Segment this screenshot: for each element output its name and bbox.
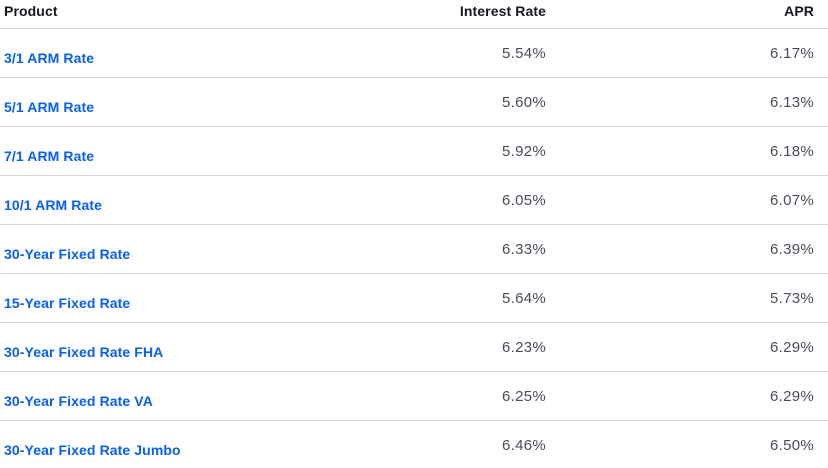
interest-rate-value: 6.33% (501, 240, 546, 258)
product-link[interactable]: 3/1 ARM Rate (4, 50, 95, 66)
product-link[interactable]: 30-Year Fixed Rate FHA (4, 344, 164, 360)
table-header-row: Product Interest Rate APR (0, 0, 828, 29)
interest-rate-value: 6.25% (501, 387, 546, 405)
table-row: 5/1 ARM Rate 5.60% 6.13% (0, 78, 828, 127)
apr-value: 6.17% (769, 44, 814, 62)
product-cell: 3/1 ARM Rate (0, 44, 346, 66)
apr-value: 6.07% (769, 191, 814, 209)
interest-rate-value: 6.05% (501, 191, 546, 209)
product-link[interactable]: 30-Year Fixed Rate VA (4, 393, 153, 409)
apr-value: 6.50% (769, 436, 814, 454)
product-link[interactable]: 15-Year Fixed Rate (4, 295, 131, 311)
table-row: 30-Year Fixed Rate 6.33% 6.39% (0, 225, 828, 274)
column-header-interest-rate: Interest Rate (459, 3, 546, 19)
column-header-product: Product (4, 3, 58, 19)
apr-value: 6.29% (769, 387, 814, 405)
apr-value: 6.29% (769, 338, 814, 356)
apr-value: 6.13% (769, 93, 814, 111)
table-row: 10/1 ARM Rate 6.05% 6.07% (0, 176, 828, 225)
product-cell: 30-Year Fixed Rate (0, 240, 346, 262)
apr-value: 6.39% (769, 240, 814, 258)
apr-value: 5.73% (769, 289, 814, 307)
product-link[interactable]: 30-Year Fixed Rate Jumbo (4, 442, 181, 458)
product-cell: 5/1 ARM Rate (0, 93, 346, 115)
table-row: 3/1 ARM Rate 5.54% 6.17% (0, 29, 828, 78)
product-link[interactable]: 30-Year Fixed Rate (4, 246, 131, 262)
table-row: 7/1 ARM Rate 5.92% 6.18% (0, 127, 828, 176)
table-row: 30-Year Fixed Rate FHA 6.23% 6.29% (0, 323, 828, 372)
apr-value: 6.18% (769, 142, 814, 160)
interest-rate-value: 5.54% (501, 44, 546, 62)
interest-rate-value: 6.46% (501, 436, 546, 454)
column-header-apr: APR (784, 3, 814, 19)
table-row: 30-Year Fixed Rate Jumbo 6.46% 6.50% (0, 421, 828, 468)
table-body: 3/1 ARM Rate 5.54% 6.17% 5/1 ARM Rate 5.… (0, 29, 828, 468)
product-link[interactable]: 10/1 ARM Rate (4, 197, 103, 213)
interest-rate-value: 6.23% (501, 338, 546, 356)
table-row: 30-Year Fixed Rate VA 6.25% 6.29% (0, 372, 828, 421)
interest-rate-value: 5.64% (501, 289, 546, 307)
product-cell: 7/1 ARM Rate (0, 142, 346, 164)
product-cell: 30-Year Fixed Rate FHA (0, 338, 346, 360)
product-cell: 15-Year Fixed Rate (0, 289, 346, 311)
product-link[interactable]: 5/1 ARM Rate (4, 99, 95, 115)
product-cell: 30-Year Fixed Rate Jumbo (0, 436, 346, 458)
table-row: 15-Year Fixed Rate 5.64% 5.73% (0, 274, 828, 323)
product-link[interactable]: 7/1 ARM Rate (4, 148, 95, 164)
product-cell: 10/1 ARM Rate (0, 191, 346, 213)
interest-rate-value: 5.60% (501, 93, 546, 111)
interest-rate-value: 5.92% (501, 142, 546, 160)
product-cell: 30-Year Fixed Rate VA (0, 387, 346, 409)
